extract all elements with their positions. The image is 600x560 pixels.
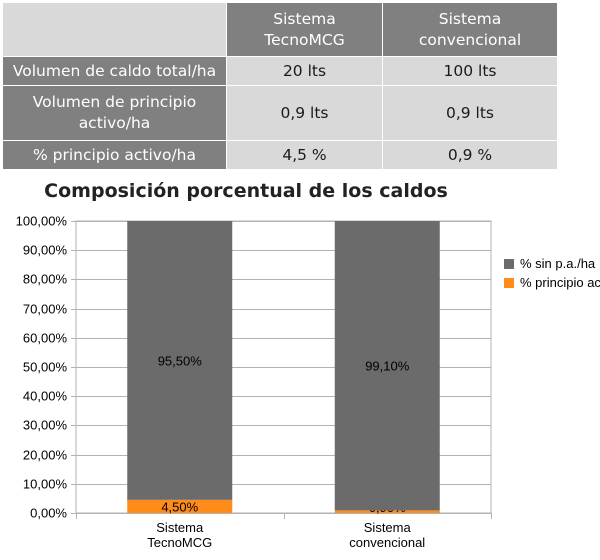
data-label: 4,50% bbox=[161, 499, 198, 514]
table-row: Volumen de principio activo/ha 0,9 lts 0… bbox=[2, 85, 558, 141]
y-tick-label: 60,00% bbox=[23, 331, 68, 346]
row-label: % principio activo/ha bbox=[2, 140, 227, 170]
x-category-label: Sistema bbox=[156, 520, 204, 535]
y-tick-label: 20,00% bbox=[23, 448, 68, 463]
y-tick-label: 0,00% bbox=[30, 506, 67, 521]
bar-segment bbox=[127, 499, 233, 513]
x-category-label: Sistema bbox=[364, 520, 412, 535]
data-label: 99,10% bbox=[365, 359, 410, 374]
y-tick-label: 40,00% bbox=[23, 389, 68, 404]
x-category-label: convencional bbox=[349, 535, 425, 550]
bar-segment bbox=[334, 510, 440, 513]
legend-swatch bbox=[504, 259, 514, 269]
y-tick-label: 90,00% bbox=[23, 243, 68, 258]
chart-title: Composición porcentual de los caldos bbox=[44, 180, 448, 202]
legend-label: % sin p.a./ha bbox=[520, 256, 596, 271]
comparison-table: Sistema TecnoMCG Sistema convencional Vo… bbox=[2, 2, 558, 170]
table-row: % principio activo/ha 4,5 % 0,9 % bbox=[2, 140, 558, 170]
bar-segment bbox=[334, 221, 440, 511]
table-cell: 0,9 lts bbox=[382, 85, 558, 141]
legend-swatch bbox=[504, 278, 514, 288]
table-header-empty bbox=[2, 2, 227, 57]
table-cell: 4,5 % bbox=[226, 140, 383, 170]
y-tick-label: 80,00% bbox=[23, 272, 68, 287]
table-cell: 0,9 % bbox=[382, 140, 558, 170]
y-tick-label: 50,00% bbox=[23, 360, 68, 375]
bar-segment bbox=[127, 221, 233, 500]
row-label: Volumen de caldo total/ha bbox=[2, 56, 227, 86]
data-label: 95,50% bbox=[158, 353, 203, 368]
table-cell: 20 lts bbox=[226, 56, 383, 86]
y-tick-label: 100,00% bbox=[16, 214, 68, 229]
x-category-label: TecnoMCG bbox=[147, 535, 212, 550]
legend-label: % principio activo/ha bbox=[520, 275, 600, 290]
y-tick-label: 70,00% bbox=[23, 302, 68, 317]
row-label: Volumen de principio activo/ha bbox=[2, 85, 227, 141]
y-tick-label: 30,00% bbox=[23, 418, 68, 433]
y-tick-label: 10,00% bbox=[23, 477, 68, 492]
